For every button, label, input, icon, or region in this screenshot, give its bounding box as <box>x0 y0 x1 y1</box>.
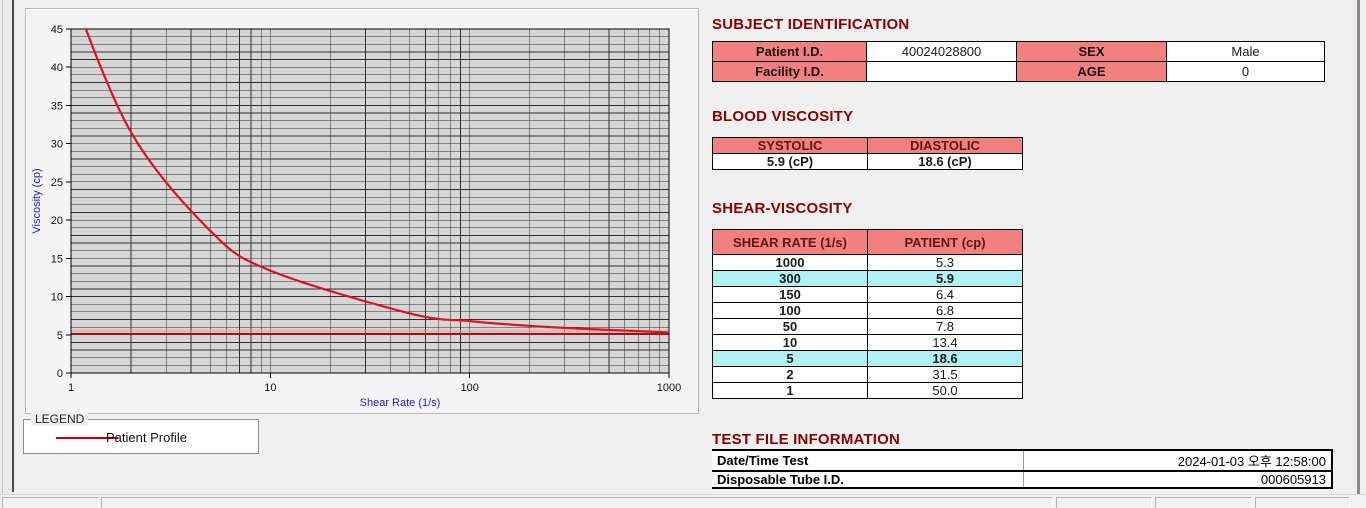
diastolic-value: 18.6 (cP) <box>867 153 1023 170</box>
table-row: Facility I.D. AGE 0 <box>712 61 1325 82</box>
patient-id-label: Patient I.D. <box>712 41 867 62</box>
table-row: 150 6.4 <box>712 286 1023 303</box>
table-row: Patient I.D. 40024028800 SEX Male <box>712 41 1325 62</box>
legend-box: LEGEND Patient Profile <box>23 412 259 454</box>
svg-text:10: 10 <box>51 292 63 304</box>
date-time-test-label: Date/Time Test <box>712 449 1024 472</box>
svg-text:10: 10 <box>264 382 276 394</box>
subject-identification-table: Patient I.D. 40024028800 SEX Male Facili… <box>712 41 1325 82</box>
test-file-information-title: TEST FILE INFORMATION <box>712 431 901 448</box>
patient-cp-cell: 13.4 <box>867 334 1023 351</box>
svg-text:Shear Rate (1/s): Shear Rate (1/s) <box>360 397 441 409</box>
shear-rate-header: SHEAR RATE (1/s) <box>712 229 868 255</box>
age-label: AGE <box>1016 61 1167 82</box>
shear-rate-cell: 1 <box>712 382 868 399</box>
patient-cp-cell: 6.4 <box>867 286 1023 303</box>
window-left-rail <box>0 0 12 494</box>
svg-text:Viscosity (cp): Viscosity (cp) <box>31 168 43 233</box>
patient-profile-line-swatch <box>56 437 118 439</box>
table-row: 1 50.0 <box>712 382 1023 399</box>
svg-text:40: 40 <box>51 62 63 74</box>
status-panel <box>1056 497 1152 508</box>
shear-rate-cell: 5 <box>712 350 868 367</box>
systolic-value: 5.9 (cP) <box>712 153 868 170</box>
status-panel <box>1155 497 1252 508</box>
status-panel <box>2 497 99 508</box>
legend-box-label: LEGEND <box>31 412 89 426</box>
systolic-header: SYSTOLIC <box>712 137 868 154</box>
window-left-border <box>12 0 14 492</box>
patient-id-value: 40024028800 <box>866 41 1017 62</box>
diastolic-header: DIASTOLIC <box>867 137 1023 154</box>
svg-text:1: 1 <box>68 382 74 394</box>
facility-id-value <box>866 61 1017 82</box>
facility-id-label: Facility I.D. <box>712 61 867 82</box>
table-row: Disposable Tube I.D. 000605913 <box>712 470 1333 489</box>
subject-identification-title: SUBJECT IDENTIFICATION <box>712 16 910 33</box>
patient-cp-cell: 5.9 <box>867 270 1023 287</box>
shear-rate-cell: 100 <box>712 302 868 319</box>
disposable-tube-id-label: Disposable Tube I.D. <box>712 470 1024 489</box>
legend-series-label: Patient Profile <box>106 430 187 445</box>
age-value: 0 <box>1166 61 1325 82</box>
svg-text:30: 30 <box>51 139 63 151</box>
svg-text:20: 20 <box>51 215 63 227</box>
date-time-test-value: 2024-01-03 오후 12:58:00 <box>1023 449 1333 472</box>
status-bar <box>0 494 1366 508</box>
table-row: SHEAR RATE (1/s) PATIENT (cp) <box>712 229 1023 255</box>
table-row: 10 13.4 <box>712 334 1023 351</box>
svg-text:100: 100 <box>460 382 478 394</box>
shear-rate-cell: 50 <box>712 318 868 335</box>
table-row: 50 7.8 <box>712 318 1023 335</box>
svg-text:25: 25 <box>51 177 63 189</box>
sex-label: SEX <box>1016 41 1167 62</box>
svg-text:45: 45 <box>51 24 63 36</box>
shear-rate-cell: 1000 <box>712 254 868 271</box>
window-left-rail-line <box>2 0 3 494</box>
viscosity-chart: 0 5 10 15 20 25 30 35 40 45 1 10 100 1000 Shear Rate (… <box>25 8 699 414</box>
svg-text:1000: 1000 <box>657 382 681 394</box>
table-row: 100 6.8 <box>712 302 1023 319</box>
window-right-border <box>1357 0 1360 494</box>
patient-cp-cell: 6.8 <box>867 302 1023 319</box>
status-panel <box>1255 497 1350 508</box>
table-row: Date/Time Test 2024-01-03 오후 12:58:00 <box>712 449 1333 472</box>
svg-text:0: 0 <box>57 368 63 380</box>
shear-viscosity-table: SHEAR RATE (1/s) PATIENT (cp) 1000 5.3 3… <box>712 229 1023 399</box>
table-row: 5.9 (cP) 18.6 (cP) <box>712 153 1023 170</box>
blood-viscosity-title: BLOOD VISCOSITY <box>712 108 854 125</box>
sex-value: Male <box>1166 41 1325 62</box>
svg-text:5: 5 <box>57 330 63 342</box>
test-file-information-table: Date/Time Test 2024-01-03 오후 12:58:00 Di… <box>712 449 1333 489</box>
patient-cp-cell: 7.8 <box>867 318 1023 335</box>
table-row: 300 5.9 <box>712 270 1023 287</box>
shear-rate-cell: 300 <box>712 270 868 287</box>
table-row: 1000 5.3 <box>712 254 1023 271</box>
patient-cp-header: PATIENT (cp) <box>867 229 1023 255</box>
table-row: 5 18.6 <box>712 350 1023 367</box>
svg-text:15: 15 <box>51 253 63 265</box>
table-row: SYSTOLIC DIASTOLIC <box>712 137 1023 154</box>
blood-viscosity-table: SYSTOLIC DIASTOLIC 5.9 (cP) 18.6 (cP) <box>712 137 1023 170</box>
shear-rate-cell: 150 <box>712 286 868 303</box>
shear-viscosity-title: SHEAR-VISCOSITY <box>712 200 853 217</box>
patient-cp-cell: 5.3 <box>867 254 1023 271</box>
patient-cp-cell: 50.0 <box>867 382 1023 399</box>
disposable-tube-id-value: 000605913 <box>1023 470 1333 489</box>
svg-text:35: 35 <box>51 100 63 112</box>
shear-rate-cell: 10 <box>712 334 868 351</box>
patient-cp-cell: 18.6 <box>867 350 1023 367</box>
table-row: 2 31.5 <box>712 366 1023 383</box>
shear-rate-cell: 2 <box>712 366 868 383</box>
patient-cp-cell: 31.5 <box>867 366 1023 383</box>
status-panel <box>101 497 1053 508</box>
